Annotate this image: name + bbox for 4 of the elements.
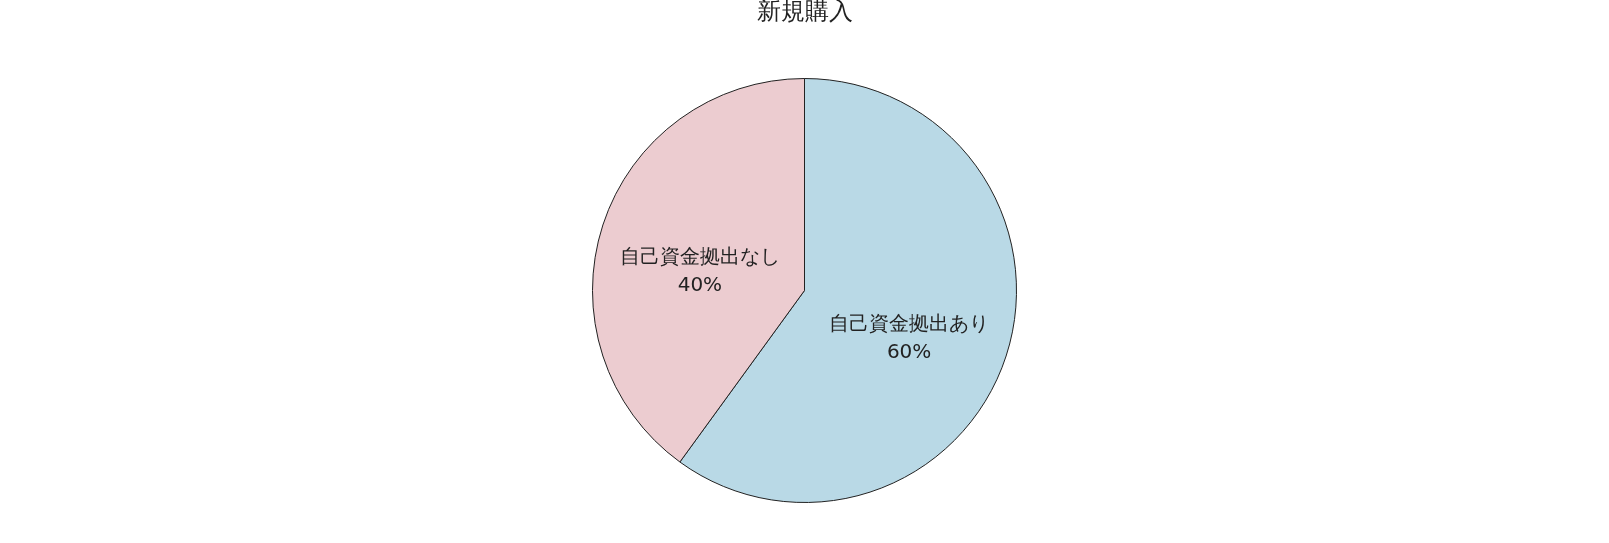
data-label: 40% xyxy=(677,271,723,296)
slice-label: 自己資金拠出なし xyxy=(619,243,780,268)
slice-label: 自己資金拠出あり xyxy=(829,311,990,336)
data-label: 60% xyxy=(886,339,932,364)
